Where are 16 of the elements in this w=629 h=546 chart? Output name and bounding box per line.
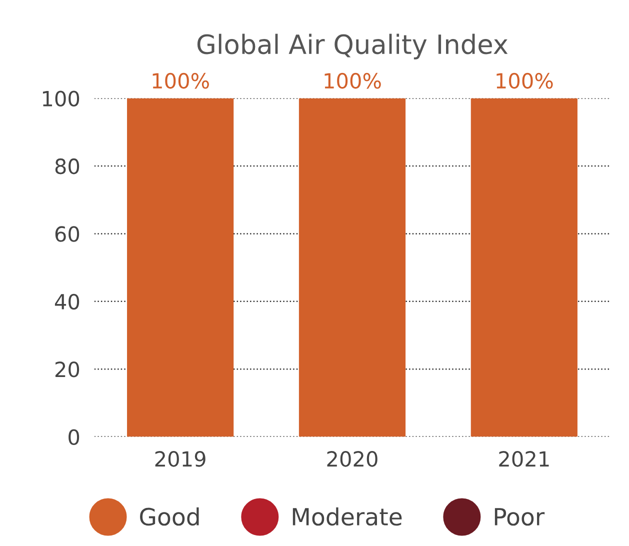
data-label: 100% [152, 72, 209, 89]
x-tick-label: 2020 [327, 451, 378, 467]
chart-title: Global Air Quality Index [197, 34, 508, 60]
x-tick-label: 2021 [499, 451, 549, 467]
y-tick-label: 40 [54, 294, 80, 310]
y-tick-label: 0 [68, 429, 80, 446]
y-tick-label: 20 [55, 362, 80, 378]
legend-label: Poor [494, 508, 545, 526]
data-label: 100% [496, 72, 553, 89]
y-tick-label: 60 [55, 226, 80, 242]
x-tick-label: 2019 [155, 451, 206, 467]
legend-label: Moderate [292, 507, 402, 526]
legend-label: Good [140, 507, 199, 526]
y-tick-label: 80 [55, 158, 80, 174]
data-label: 100% [324, 72, 381, 89]
y-tick-label: 100 [42, 90, 80, 106]
